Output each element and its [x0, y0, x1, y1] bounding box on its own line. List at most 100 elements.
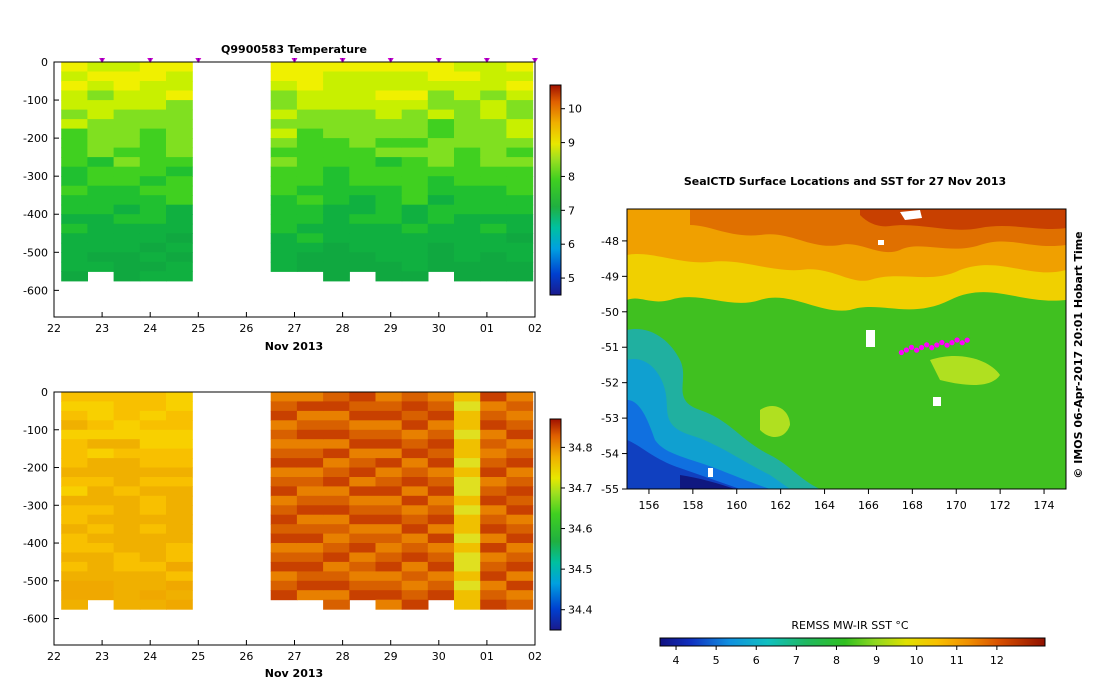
seal-location: [964, 337, 970, 343]
heatmap-cell: [139, 147, 167, 158]
heatmap-cell: [87, 448, 115, 459]
heatmap-cell: [166, 128, 193, 139]
heatmap-cell: [480, 458, 507, 469]
heatmap-cell: [506, 410, 534, 421]
heatmap-cell: [506, 195, 534, 206]
heatmap-cell: [323, 157, 350, 168]
heatmap-cell: [506, 119, 534, 130]
heatmap-cell: [480, 204, 507, 215]
heatmap-cell: [139, 505, 167, 516]
heatmap-cell: [506, 533, 534, 544]
colorbar-tick-label: 5: [713, 654, 720, 667]
x-tick-label: 174: [1034, 499, 1055, 512]
x-tick-label: 28: [336, 650, 350, 663]
heatmap-cell: [113, 81, 141, 92]
heatmap-cell: [323, 477, 350, 487]
heatmap-cell: [401, 242, 429, 253]
salinity-y-axis: 0 -100 -200 -300 -400 -500 -600: [23, 386, 59, 626]
heatmap-cell: [506, 109, 534, 120]
heatmap-cell: [375, 261, 403, 272]
heatmap-cell: [323, 448, 350, 459]
heatmap-cell: [323, 439, 350, 450]
heatmap-cell: [270, 261, 298, 272]
heatmap-cell: [166, 590, 193, 601]
heatmap-cell: [401, 100, 429, 111]
heatmap-cell: [323, 420, 350, 431]
heatmap-cell: [349, 590, 377, 601]
heatmap-cell: [87, 195, 115, 206]
y-tick-label: -100: [23, 424, 48, 437]
heatmap-cell: [166, 429, 193, 440]
heatmap-cell: [401, 543, 429, 553]
heatmap-cell: [480, 62, 507, 73]
heatmap-cell: [506, 261, 534, 272]
heatmap-cell: [113, 242, 141, 253]
heatmap-cell: [427, 590, 455, 601]
heatmap-cell: [427, 119, 455, 130]
heatmap-cell: [401, 128, 429, 139]
heatmap-cell: [61, 420, 88, 431]
heatmap-cell: [349, 486, 377, 497]
heatmap-cell: [113, 448, 141, 459]
heatmap-cell: [480, 571, 507, 582]
heatmap-cell: [61, 62, 88, 73]
heatmap-cell: [61, 90, 88, 101]
heatmap-cell: [427, 176, 455, 187]
heatmap-cell: [139, 90, 167, 101]
heatmap-cell: [480, 561, 507, 572]
heatmap-cell: [323, 495, 350, 506]
heatmap-cell: [375, 147, 403, 158]
colorbar-tick-label: 12: [990, 654, 1004, 667]
heatmap-cell: [323, 467, 350, 478]
heatmap-cell: [270, 81, 298, 92]
heatmap-cell: [87, 458, 115, 469]
heatmap-cell: [454, 119, 481, 130]
heatmap-cell: [480, 128, 507, 139]
heatmap-cell: [427, 448, 455, 459]
heatmap-cell: [375, 561, 403, 572]
heatmap-cell: [454, 401, 481, 412]
heatmap-cell: [87, 147, 115, 158]
heatmap-cell: [427, 195, 455, 206]
heatmap-cell: [349, 109, 377, 120]
heatmap-cell: [113, 552, 141, 563]
heatmap-cell: [506, 62, 534, 73]
heatmap-cell: [113, 128, 141, 139]
heatmap-cell: [270, 185, 298, 196]
heatmap-cell: [506, 477, 534, 487]
heatmap-cell: [113, 533, 141, 544]
heatmap-cell: [506, 486, 534, 497]
heatmap-cell: [87, 185, 115, 196]
heatmap-cell: [166, 138, 193, 149]
heatmap-cell: [401, 147, 429, 158]
colorbar-tick-label: 8: [568, 170, 575, 183]
colorbar-tick-label: 5: [568, 272, 575, 285]
heatmap-cell: [113, 524, 141, 535]
heatmap-cell: [480, 420, 507, 431]
heatmap-cell: [427, 157, 455, 168]
heatmap-cell: [323, 128, 350, 139]
heatmap-cell: [480, 580, 507, 591]
heatmap-cell: [87, 71, 115, 82]
seal-location: [898, 349, 905, 356]
heatmap-cell: [270, 429, 298, 440]
heatmap-cell: [454, 439, 481, 450]
heatmap-cell: [480, 252, 507, 263]
heatmap-cell: [480, 138, 507, 149]
heatmap-cell: [270, 157, 298, 168]
heatmap-cell: [166, 204, 193, 215]
heatmap-cell: [166, 223, 193, 234]
heatmap-cell: [427, 109, 455, 120]
heatmap-cell: [61, 486, 88, 497]
heatmap-cell: [427, 571, 455, 582]
heatmap-cell: [61, 223, 88, 234]
heatmap-cell: [427, 392, 455, 402]
y-tick-label: -55: [601, 483, 619, 496]
heatmap-cell: [113, 138, 141, 149]
heatmap-cell: [166, 514, 193, 525]
heatmap-cell: [506, 128, 534, 139]
heatmap-cell: [506, 420, 534, 431]
heatmap-cell: [480, 157, 507, 168]
heatmap-cell: [349, 477, 377, 487]
heatmap-cell: [480, 119, 507, 130]
